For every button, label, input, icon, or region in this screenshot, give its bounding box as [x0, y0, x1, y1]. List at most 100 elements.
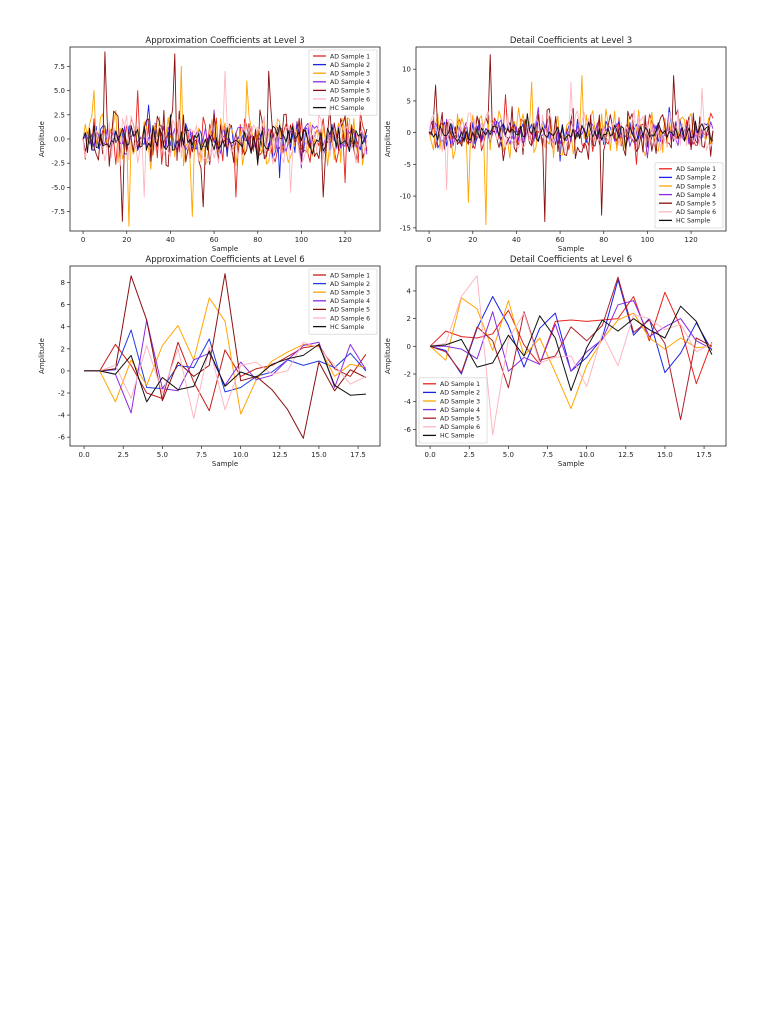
legend: AD Sample 1AD Sample 2AD Sample 3AD Samp… [308, 268, 378, 335]
legend-label: AD Sample 4 [330, 298, 370, 305]
series-line-ad-sample-6 [430, 275, 713, 436]
plot-frame [69, 265, 381, 447]
legend: AD Sample 1AD Sample 2AD Sample 3AD Samp… [418, 377, 488, 444]
y-axis-label: Amplitude [384, 121, 392, 157]
x-tick-label: 17.5 [350, 451, 366, 459]
y-tick-label: -2.5 [51, 160, 65, 168]
chart-2: Detail Coefficients at Level 3 0 20 40 60 80 1… [384, 36, 727, 253]
y-tick-label: 0 [61, 367, 65, 375]
x-tick-label: 100 [295, 236, 308, 244]
series-line-hc-sample [430, 305, 713, 392]
chart-title: Detail Coefficients at Level 6 [510, 255, 632, 265]
blank-page-area [0, 470, 768, 1024]
legend-label: AD Sample 3 [330, 290, 370, 297]
legend-label: AD Sample 4 [676, 192, 716, 199]
legend-label: AD Sample 6 [330, 96, 370, 103]
y-tick-label: 0 [407, 343, 411, 351]
chart-4: Detail Coefficients at Level 6 0.0 2.5 5.0 7… [384, 255, 727, 468]
legend-label: AD Sample 5 [676, 201, 716, 208]
x-tick-label: 60 [210, 236, 219, 244]
x-tick-label: 10.0 [233, 451, 249, 459]
chart-title: Approximation Coefficients at Level 3 [145, 36, 304, 46]
y-tick-label: -6 [404, 426, 412, 434]
series-line-ad-sample-4 [430, 300, 713, 372]
y-tick-label: 10 [402, 66, 411, 74]
y-tick-label: -4 [404, 398, 412, 406]
legend-label: AD Sample 5 [330, 88, 370, 95]
legend-label: AD Sample 2 [676, 175, 716, 182]
chart-title: Detail Coefficients at Level 3 [510, 36, 632, 46]
x-tick-label: 0 [427, 236, 431, 244]
x-tick-label: 0.0 [79, 451, 90, 459]
series-line-ad-sample-3 [429, 297, 712, 410]
legend-label: AD Sample 4 [440, 407, 480, 414]
x-tick-label: 40 [512, 236, 521, 244]
y-tick-label: -2 [58, 389, 65, 397]
x-tick-label: 7.5 [196, 451, 207, 459]
legend-label: AD Sample 4 [330, 79, 370, 86]
x-tick-label: 7.5 [542, 451, 553, 459]
x-axis-label: Sample [212, 245, 238, 253]
x-tick-label: 12.5 [272, 451, 288, 459]
legend-label: HC Sample [676, 218, 710, 225]
y-tick-label: -2 [404, 371, 411, 379]
x-tick-label: 5.0 [157, 451, 168, 459]
y-tick-label: -5 [404, 161, 411, 169]
legend-label: AD Sample 2 [330, 62, 370, 69]
y-tick-label: -5.0 [51, 184, 65, 192]
y-tick-label: 0.0 [54, 136, 65, 144]
x-tick-label: 80 [253, 236, 262, 244]
y-tick-label: 5 [407, 97, 411, 105]
legend-label: AD Sample 5 [440, 416, 480, 423]
legend-label: AD Sample 6 [330, 315, 370, 322]
legend-label: AD Sample 3 [330, 71, 370, 78]
x-axis-label: Sample [212, 460, 238, 468]
legend: AD Sample 1 AD Sample 2AD Sample 3 AD Samp… [654, 162, 724, 229]
x-tick-label: 40 [166, 236, 175, 244]
chart-3: Approximation Coefficients at Level 6 0.0… [38, 255, 381, 468]
legend-label: AD Sample 1 [676, 166, 716, 173]
legend: AD Sample 1AD Sample 2AD Sample 3AD Samp… [308, 49, 378, 116]
series-line-ad-sample-4 [82, 109, 368, 169]
legend-label: AD Sample 2 [440, 390, 480, 397]
x-tick-label: 120 [338, 236, 351, 244]
series-line-ad-sample-3 [84, 297, 367, 415]
plot-frame [415, 265, 727, 447]
x-tick-label: 80 [599, 236, 608, 244]
x-tick-label: 17.5 [696, 451, 712, 459]
x-tick-label: 10.0 [579, 451, 595, 459]
series-line-ad-sample-5 [429, 276, 713, 421]
y-tick-label: -10 [400, 193, 411, 201]
y-tick-label: -7.5 [51, 208, 65, 216]
series-line-ad-sample-5 [428, 54, 714, 222]
x-tick-label: 15.0 [657, 451, 673, 459]
x-tick-label: 2.5 [118, 451, 129, 459]
legend-label: HC Sample [440, 433, 474, 440]
x-tick-label: 0 [81, 236, 85, 244]
x-tick-label: 120 [684, 236, 697, 244]
y-tick-label: 4 [61, 323, 66, 331]
x-axis-label: Sample [558, 245, 584, 253]
legend-label: AD Sample 3 [676, 183, 716, 190]
x-tick-label: 20 [122, 236, 131, 244]
y-axis-label: Amplitude [384, 338, 392, 374]
series-group [428, 54, 714, 226]
y-tick-label: 8 [61, 279, 65, 287]
legend-label: HC Sample [330, 324, 364, 331]
legend-label: AD Sample 6 [440, 424, 480, 431]
series-group [429, 275, 713, 436]
y-tick-label: 5.0 [54, 87, 65, 95]
y-tick-label: 2 [407, 315, 411, 323]
y-tick-label: 2.5 [54, 111, 65, 119]
legend-label: AD Sample 1 [440, 381, 480, 388]
y-axis-label: Amplitude [38, 121, 46, 157]
x-axis-label: Sample [558, 460, 584, 468]
series-line-ad-sample-5 [84, 273, 367, 439]
x-tick-label: 20 [468, 236, 477, 244]
x-tick-label: 5.0 [503, 451, 514, 459]
y-tick-label: 0 [407, 129, 411, 137]
y-tick-label: -15 [400, 224, 411, 232]
chart-title: Approximation Coefficients at Level 6 [145, 255, 304, 265]
y-tick-label: -6 [58, 434, 66, 442]
legend-label: AD Sample 1 [330, 53, 370, 60]
